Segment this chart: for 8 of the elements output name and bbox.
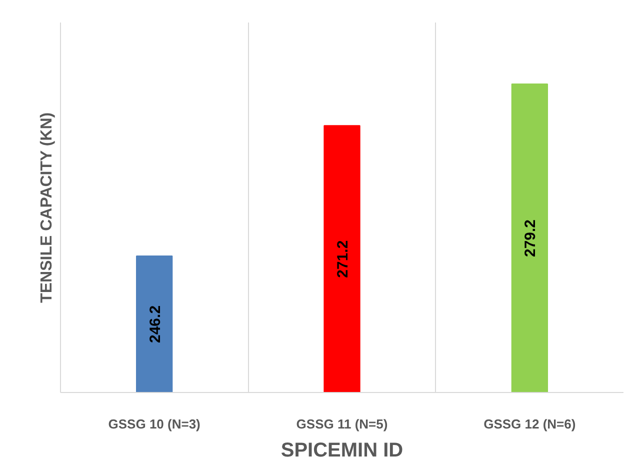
x-tick-label: GSSG 12 (N=6): [484, 416, 576, 432]
x-axis-title: SPICEMIN ID: [280, 440, 404, 462]
x-tick-label: GSSG 11 (N=5): [296, 416, 388, 432]
y-axis-title: TENSILE CAPACITY (KN): [38, 112, 56, 303]
data-label: 271.2: [334, 240, 352, 278]
data-label: 279.2: [522, 219, 540, 258]
data-label: 246.2: [146, 305, 164, 343]
x-tick-label: GSSG 10 (N=3): [108, 416, 200, 432]
